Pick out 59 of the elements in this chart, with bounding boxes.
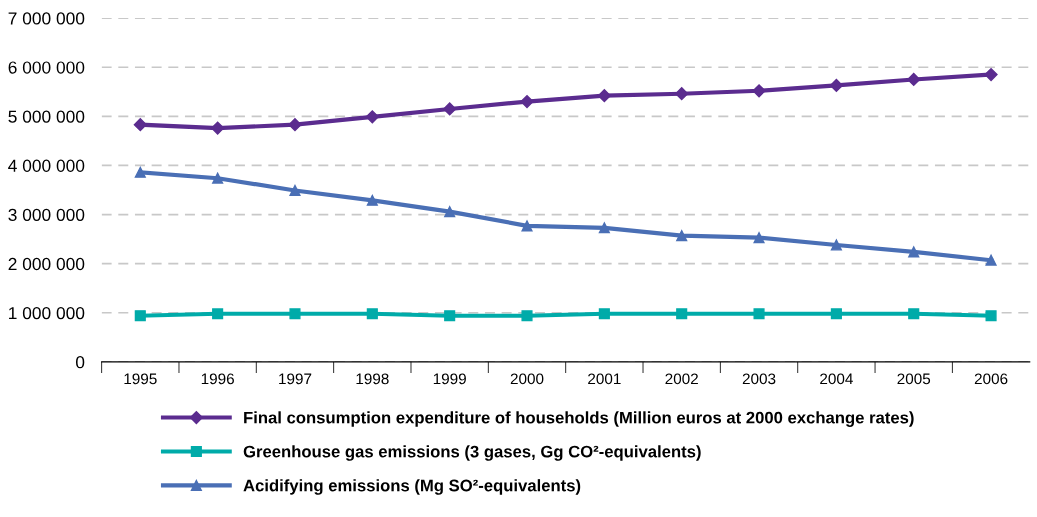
point — [365, 110, 379, 124]
legend-label: Acidifying emissions (Mg SO²-equivalents) — [243, 479, 581, 495]
point — [520, 95, 534, 109]
x-tick-label: 1997 — [279, 373, 312, 385]
y-tick-label: 1 000 000 — [9, 306, 85, 320]
point — [288, 118, 302, 132]
point — [212, 172, 224, 184]
legend-label: Greenhouse gas emissions (3 gases, Gg CO²-equivalents) — [243, 445, 701, 461]
x-tick-label: 2006 — [974, 373, 1008, 385]
point — [598, 308, 610, 320]
point — [289, 308, 301, 320]
x-tick-label: 1996 — [201, 373, 234, 385]
x-tick-label: 2004 — [820, 373, 853, 385]
x-tick-label: 2003 — [742, 373, 776, 385]
y-tick-label: 0 — [75, 356, 85, 369]
point — [212, 308, 224, 320]
y-tick-label: 7 000 000 — [8, 12, 85, 25]
point — [753, 308, 765, 320]
point — [289, 184, 301, 197]
point — [907, 72, 921, 87]
point — [521, 310, 533, 322]
point — [675, 87, 689, 101]
point — [676, 308, 688, 320]
y-tick-label: 4 000 000 — [8, 159, 85, 172]
y-tick-label: 6 000 000 — [8, 61, 85, 74]
x-tick-label: 2005 — [897, 373, 931, 385]
y-tick-label: 2 000 000 — [8, 257, 85, 271]
point — [753, 232, 765, 244]
point — [444, 310, 456, 322]
point — [908, 246, 920, 258]
point — [829, 78, 843, 92]
y-tick-label: 3 000 000 — [8, 208, 85, 222]
x-tick-label: 2001 — [588, 373, 621, 385]
point — [443, 102, 457, 116]
point — [134, 166, 146, 178]
point — [211, 121, 225, 135]
point — [985, 254, 997, 266]
y-tick-label: 5 000 000 — [8, 110, 85, 123]
point — [752, 84, 766, 98]
point — [908, 308, 920, 320]
point — [521, 220, 533, 232]
point — [676, 230, 688, 242]
point — [830, 308, 842, 320]
point — [984, 67, 998, 82]
x-tick-label: 1999 — [433, 373, 466, 385]
point — [366, 194, 378, 206]
point — [134, 310, 146, 322]
point — [133, 118, 147, 132]
x-tick-label: 2002 — [665, 373, 698, 385]
legend-label: Final consumption expenditure of households (Million euros at 2000 exchange rates) — [244, 411, 914, 427]
point — [597, 89, 611, 103]
x-tick-label: 1995 — [124, 373, 157, 385]
point — [830, 239, 842, 251]
x-tick-label: 1998 — [356, 373, 389, 385]
point — [985, 310, 997, 322]
point — [598, 222, 610, 234]
x-tick-label: 2000 — [510, 373, 544, 385]
point — [444, 206, 456, 218]
point — [366, 308, 378, 320]
